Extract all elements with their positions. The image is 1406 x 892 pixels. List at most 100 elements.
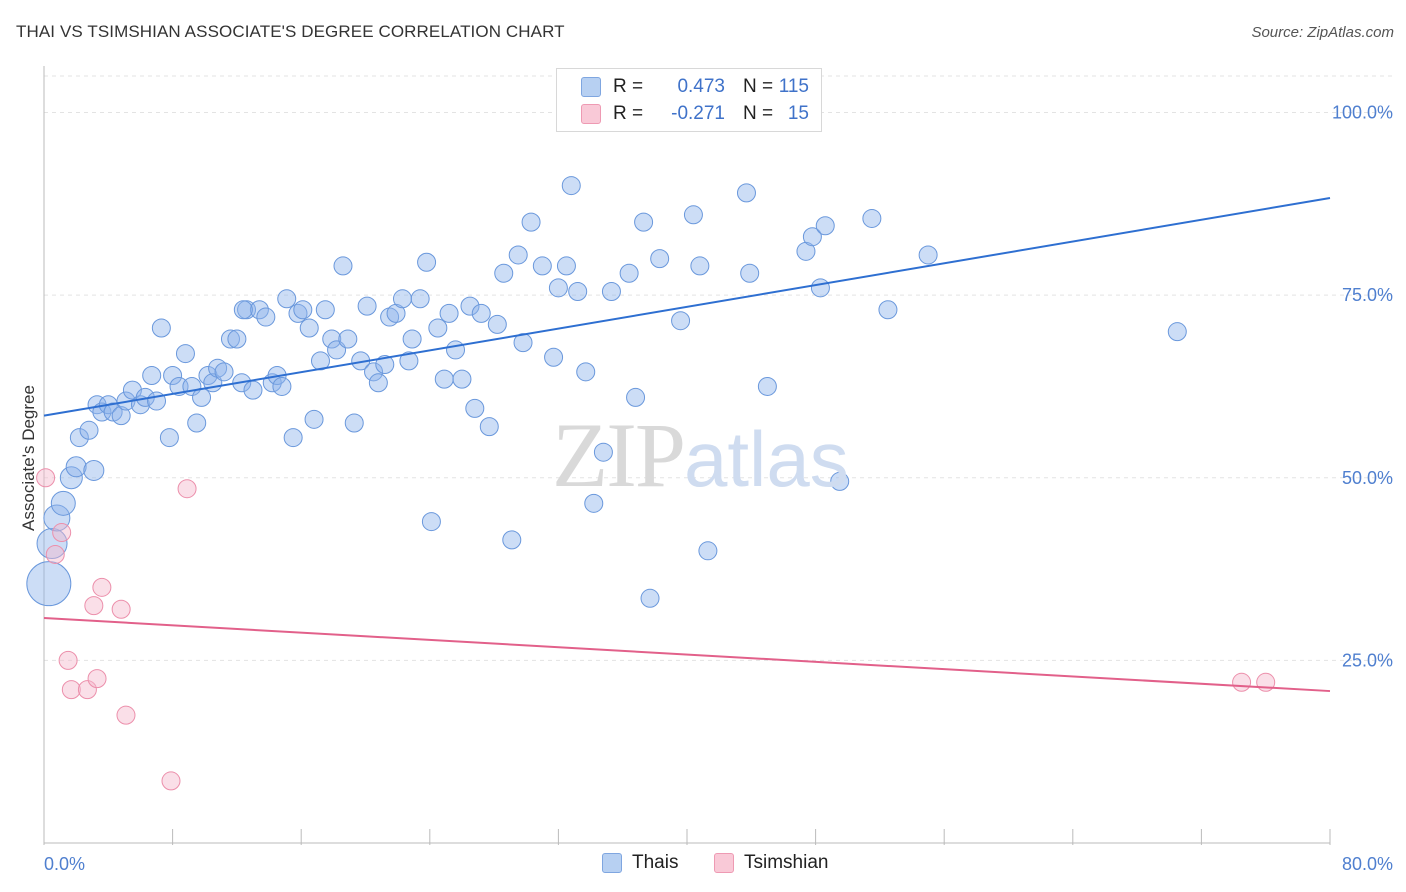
thais-point: [249, 300, 269, 320]
thais-point: [815, 216, 835, 236]
thais-point: [65, 456, 87, 478]
thais-point: [69, 428, 89, 448]
thais-point: [175, 344, 195, 364]
thais-point: [368, 373, 388, 393]
thais-point: [364, 362, 384, 382]
thais-point: [417, 252, 437, 272]
thais-point: [50, 490, 76, 516]
thais-point: [479, 417, 499, 437]
thais-point: [163, 365, 183, 385]
thais-point: [344, 413, 364, 433]
tsimshian-point: [177, 479, 197, 499]
bottom-legend-swatch-thais: [602, 853, 622, 873]
thais-point: [548, 278, 568, 298]
thais-point: [878, 300, 898, 320]
series-tsimshian: [36, 468, 1276, 791]
thais-point: [532, 256, 552, 276]
x-tick-label: 0.0%: [44, 854, 85, 874]
thais-point: [471, 303, 491, 323]
bottom-legend-thais: Thais: [602, 852, 678, 874]
legend-n-label: N =: [743, 76, 774, 97]
thais-point: [650, 249, 670, 269]
thais-point: [690, 256, 710, 276]
thais-point: [79, 420, 99, 440]
thais-point: [862, 208, 882, 228]
thais-point: [521, 212, 541, 232]
thais-point: [410, 289, 430, 309]
series-thais: [26, 176, 1187, 608]
x-tick-label: 80.0%: [1342, 854, 1393, 874]
thais-point: [802, 227, 822, 247]
thais-point: [421, 512, 441, 532]
thais-point: [698, 541, 718, 561]
tsimshian-point: [77, 680, 97, 700]
tsimshian-point: [116, 705, 136, 725]
trend-layer: [43, 197, 1331, 693]
y-axis-label: Associate's Degree: [19, 385, 38, 531]
y-tick-label: 25.0%: [1342, 650, 1393, 670]
thais-point: [402, 329, 422, 349]
thais-point: [272, 376, 292, 396]
thais-point: [26, 561, 72, 607]
thais-point: [375, 355, 395, 375]
thais-point: [568, 281, 588, 301]
legend-swatch-tsimshian: [581, 104, 601, 124]
y-tick-label: 75.0%: [1342, 285, 1393, 305]
thais-point: [220, 329, 240, 349]
y-tick-label: 50.0%: [1342, 468, 1393, 488]
thais-point: [428, 318, 448, 338]
tsimshian-point: [111, 599, 131, 619]
thais-point: [626, 387, 646, 407]
thais-point: [434, 369, 454, 389]
thais-point: [299, 318, 319, 338]
thais-point: [214, 362, 234, 382]
thais-point: [83, 459, 105, 481]
thais-point: [43, 504, 71, 532]
thais-point: [584, 493, 604, 513]
tsimshian-point: [92, 577, 112, 597]
thais-point: [556, 256, 576, 276]
y-tick-label: 100.0%: [1332, 103, 1393, 123]
thais-point: [159, 428, 179, 448]
thais-point: [187, 413, 207, 433]
thais-point: [576, 362, 596, 382]
thais-point: [256, 307, 276, 327]
thais-point: [736, 183, 756, 203]
tsimshian-point: [1232, 672, 1252, 692]
bottom-legend-label-tsimshian: Tsimshian: [744, 852, 829, 873]
thais-point: [392, 289, 412, 309]
thais-point: [544, 347, 564, 367]
legend-row-thais: R = 0.473 N = 115: [581, 74, 809, 100]
axis-labels: Associate's Degree: [19, 385, 38, 531]
thais-point: [561, 176, 581, 196]
thais-point: [333, 256, 353, 276]
stats-legend: R = 0.473 N = 115 R = -0.271 N = 15: [556, 68, 822, 132]
watermark-atlas: atlas: [684, 415, 849, 503]
thais-point: [502, 530, 522, 550]
thais-point: [315, 300, 335, 320]
thais-point: [452, 369, 472, 389]
thais-point: [465, 398, 485, 418]
thais-point: [338, 329, 358, 349]
thais-trend-line: [43, 197, 1331, 417]
thais-point: [683, 205, 703, 225]
thais-point: [243, 380, 263, 400]
thais-point: [277, 289, 297, 309]
watermark-zip: ZIP: [552, 404, 686, 506]
tsimshian-point: [87, 669, 107, 689]
bottom-legend-swatch-tsimshian: [714, 853, 734, 873]
thais-point: [640, 588, 660, 608]
thais-point: [310, 351, 330, 371]
thais-point: [399, 351, 419, 371]
gridlines: 25.0% 50.0% 75.0% 100.0%: [44, 75, 1394, 670]
thais-point: [757, 376, 777, 396]
chart-source: Source: ZipAtlas.com: [1251, 24, 1394, 41]
tsimshian-point: [52, 523, 72, 543]
legend-n-value: 15: [787, 103, 809, 124]
watermark: ZIPatlas: [552, 402, 849, 508]
tsimshian-point: [58, 650, 78, 670]
tsimshian-point: [45, 544, 65, 564]
tsimshian-point: [161, 771, 181, 791]
thais-point: [439, 303, 459, 323]
legend-r-label: R =: [613, 103, 644, 124]
